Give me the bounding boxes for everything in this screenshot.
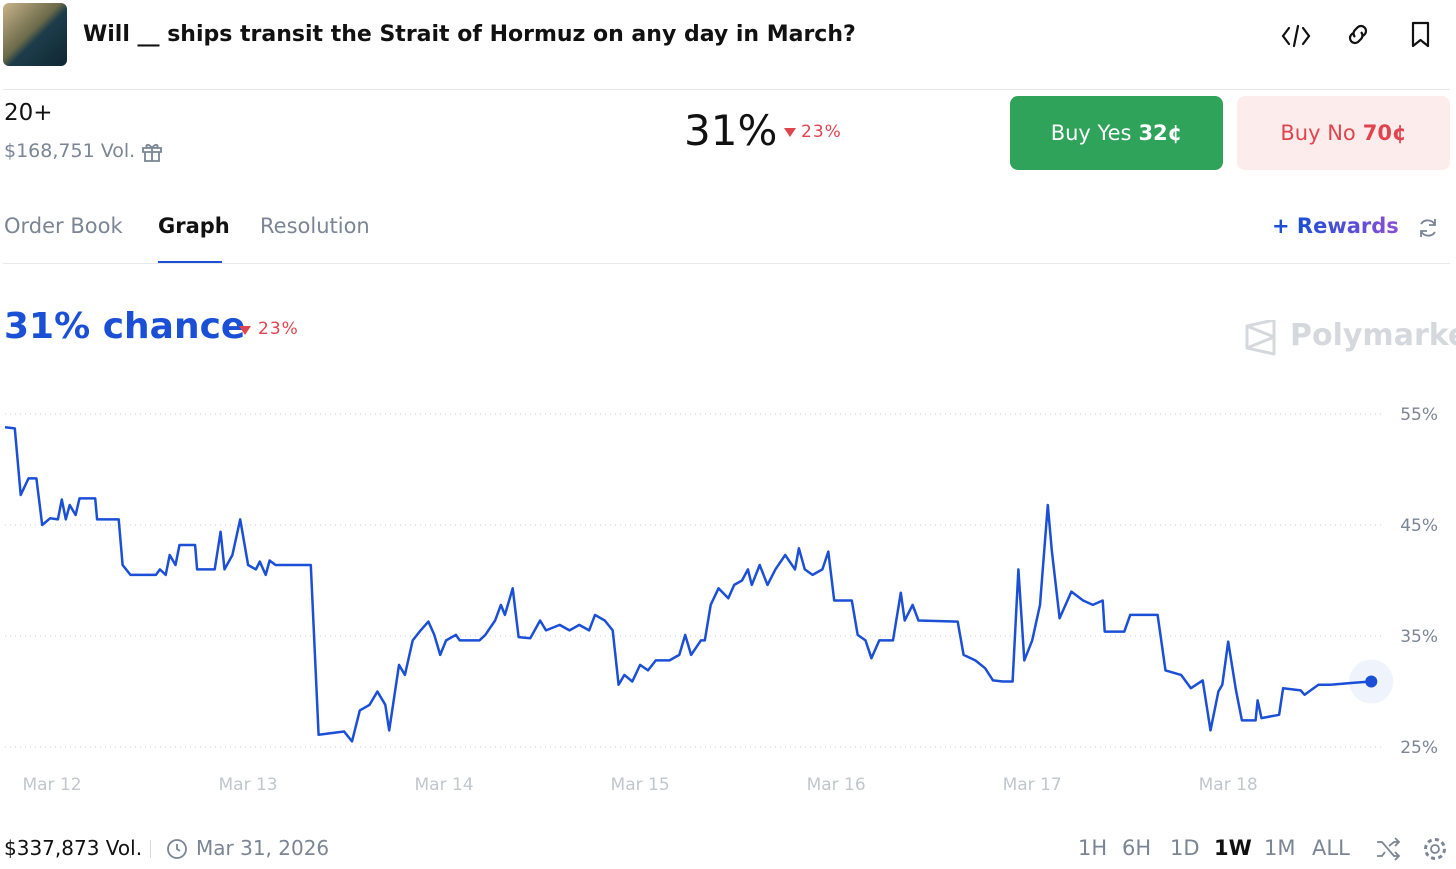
outcome-label: 20+ — [4, 100, 53, 126]
embed-icon[interactable] — [1280, 22, 1312, 50]
separator — [150, 840, 151, 858]
chart: 25% 35% 45% 55% Mar 12 Mar 13 Mar 14 Mar 15 Mar … — [4, 405, 1438, 795]
rewards-label: Rewards — [1296, 214, 1399, 238]
refresh-icon[interactable] — [1416, 216, 1440, 240]
x-tick-label: Mar 18 — [1199, 775, 1258, 795]
range-button[interactable]: ALL — [1312, 836, 1350, 860]
y-tick-label: 35% — [1400, 627, 1438, 647]
end-date: Mar 31, 2026 — [196, 836, 330, 860]
down-arrow — [784, 128, 796, 137]
clock-icon — [167, 839, 187, 859]
x-tick-label: Mar 12 — [22, 775, 81, 795]
y-tick-label: 45% — [1400, 516, 1438, 536]
chance-label: 31% chance — [4, 306, 246, 347]
buy-yes-button[interactable]: Buy Yes 32¢ — [1010, 96, 1223, 170]
brand-name: Polymarket — [1290, 318, 1456, 353]
x-tick-label: Mar 14 — [415, 775, 474, 795]
divider — [3, 89, 1450, 90]
range-button[interactable]: 6H — [1122, 836, 1152, 860]
tab-active[interactable]: Graph — [158, 214, 230, 238]
market-volume: $168,751 Vol. — [4, 140, 136, 162]
buy-yes-label: Buy Yes — [1050, 121, 1132, 145]
range-button[interactable]: 1M — [1264, 836, 1296, 860]
buy-no-label: Buy No — [1280, 121, 1356, 145]
probability-change: 23% — [801, 122, 842, 142]
x-tick-label: Mar 13 — [219, 775, 278, 795]
probability: 31% — [684, 106, 778, 155]
range-button[interactable]: 1H — [1078, 836, 1108, 860]
market-title: Will __ ships transit the Strait of Horm… — [83, 22, 856, 47]
link-icon[interactable] — [1343, 20, 1373, 50]
tab-underline — [158, 261, 222, 264]
x-tick-label: Mar 17 — [1003, 775, 1062, 795]
tab[interactable]: Order Book — [4, 214, 123, 238]
buy-no-button[interactable]: Buy No 70¢ — [1237, 96, 1450, 170]
y-tick-label: 25% — [1400, 738, 1438, 758]
yes-price: 32¢ — [1138, 121, 1183, 145]
down-arrow — [239, 326, 251, 335]
x-tick-label: Mar 15 — [611, 775, 670, 795]
brand-logo — [1245, 320, 1276, 356]
range-button-active[interactable]: 1W — [1214, 836, 1252, 860]
tab[interactable]: Resolution — [260, 214, 370, 238]
last-point — [1365, 675, 1378, 688]
total-volume: $337,873 Vol. — [4, 836, 143, 860]
x-tick-label: Mar 16 — [807, 775, 866, 795]
shuffle-icon[interactable] — [1375, 836, 1401, 862]
gift-icon[interactable] — [140, 140, 164, 164]
no-price: 70¢ — [1362, 121, 1407, 145]
market-thumbnail — [3, 3, 67, 66]
price-line — [4, 426, 1372, 743]
rewards-link[interactable]: + Rewards — [1272, 214, 1399, 238]
bookmark-icon[interactable] — [1408, 20, 1434, 50]
divider — [3, 263, 1450, 264]
settings-icon[interactable] — [1422, 836, 1448, 862]
chance-change: 23% — [258, 319, 299, 339]
range-button[interactable]: 1D — [1170, 836, 1200, 860]
y-tick-label: 55% — [1400, 405, 1438, 425]
